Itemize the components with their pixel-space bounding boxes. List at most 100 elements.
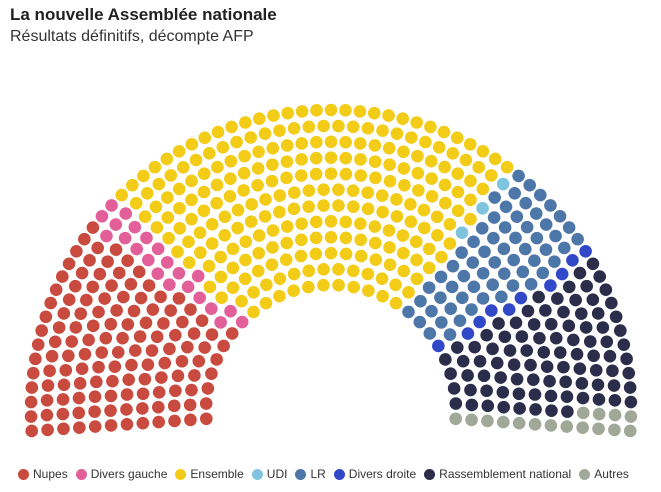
seat-dot <box>411 166 425 180</box>
seat-dot <box>205 237 219 250</box>
seat-dot <box>251 179 264 192</box>
seat-dot <box>150 330 164 344</box>
seat-dot <box>488 256 502 269</box>
seat-dot <box>536 266 550 280</box>
seat-dot <box>402 286 415 299</box>
seat-dot <box>487 211 501 224</box>
seat-dot <box>90 375 103 389</box>
legend-label: Divers droite <box>348 467 417 481</box>
seat-dot <box>128 220 142 234</box>
seat-dot <box>266 141 280 155</box>
seat-dot <box>477 369 491 383</box>
seat-dot <box>150 221 164 234</box>
seat-dot <box>273 272 287 285</box>
seat-dot <box>247 286 260 299</box>
seat-dot <box>361 202 375 216</box>
seat-dot <box>152 177 166 191</box>
seat-dot <box>376 289 389 303</box>
seat-dot <box>230 135 243 149</box>
seat-dot <box>225 327 239 340</box>
seat-dot <box>201 382 215 395</box>
seat-dot <box>139 316 153 330</box>
seat-dot <box>591 307 605 320</box>
seat-dot <box>140 187 154 200</box>
seat-dot <box>185 193 198 207</box>
seat-dot <box>514 291 528 305</box>
seat-dot <box>129 196 143 210</box>
seat-dot <box>317 199 330 212</box>
seat-dot <box>119 207 133 220</box>
seat-dot <box>390 127 404 140</box>
seat-dot <box>197 167 211 180</box>
seat-dot <box>562 319 576 333</box>
seat-dot <box>273 189 287 202</box>
seat-dot <box>560 420 574 433</box>
legend-item: UDI <box>251 467 287 481</box>
seat-dot <box>324 230 338 244</box>
seat-dot <box>539 243 553 256</box>
seat-dot <box>361 267 375 281</box>
seat-dot <box>125 358 138 372</box>
seat-dot <box>439 353 452 366</box>
seat-dot <box>56 270 69 283</box>
seat-dot <box>287 202 301 216</box>
seat-dot <box>237 166 251 180</box>
seat-dot <box>620 352 633 366</box>
seat-dot <box>148 160 162 174</box>
seat-dot <box>419 135 432 149</box>
seat-dot <box>422 242 436 256</box>
seat-dot <box>451 185 465 199</box>
seat-dot <box>142 253 155 267</box>
seat-dot <box>252 145 265 159</box>
seat-dot <box>92 360 105 374</box>
seat-dot <box>182 235 195 249</box>
seat-dot <box>555 267 569 281</box>
seat-dot <box>224 154 238 168</box>
seat-dot <box>324 103 338 117</box>
seat-dot <box>376 205 389 219</box>
seat-dot <box>158 356 172 370</box>
seat-dot <box>410 272 424 286</box>
seat-dot <box>210 353 223 366</box>
legend-swatch <box>251 468 263 480</box>
seat-dot <box>402 305 415 319</box>
seat-dot <box>205 218 219 231</box>
seat-dot <box>410 116 423 129</box>
seat-dot <box>523 178 536 192</box>
seat-dot <box>422 261 436 275</box>
seat-dot <box>549 229 562 243</box>
seat-dot <box>529 207 543 220</box>
seat-dot <box>383 241 396 254</box>
seat-dot <box>439 196 452 210</box>
seat-dot <box>453 314 467 328</box>
seat-dot <box>589 363 603 377</box>
seat-dot <box>57 378 71 392</box>
seat-dot <box>295 105 309 118</box>
seat-dot <box>324 167 338 180</box>
seat-dot <box>404 198 417 211</box>
seat-dot <box>332 199 345 212</box>
seat-dot <box>413 315 427 329</box>
seat-dot <box>332 119 345 133</box>
seat-dot <box>294 169 308 182</box>
seat-dot <box>509 231 522 245</box>
seat-dot <box>100 229 113 243</box>
seat-dot <box>502 303 516 316</box>
seat-dot <box>551 292 564 305</box>
legend-item: Rassemblement national <box>424 467 571 481</box>
seat-dot <box>203 280 217 294</box>
seat-dot <box>476 202 489 215</box>
seat-dot <box>324 151 338 165</box>
seat-dot <box>69 279 82 293</box>
seat-dot <box>418 221 431 235</box>
seat-dot <box>218 228 231 242</box>
seat-dot <box>443 328 457 341</box>
seat-dot <box>24 410 38 423</box>
seat-dot <box>580 279 593 293</box>
seat-dot <box>369 253 383 267</box>
seat-dot <box>592 422 605 436</box>
seat-dot <box>167 399 181 413</box>
seat-dot <box>122 373 136 386</box>
seat-dot <box>116 331 129 345</box>
seat-dot <box>260 278 273 292</box>
